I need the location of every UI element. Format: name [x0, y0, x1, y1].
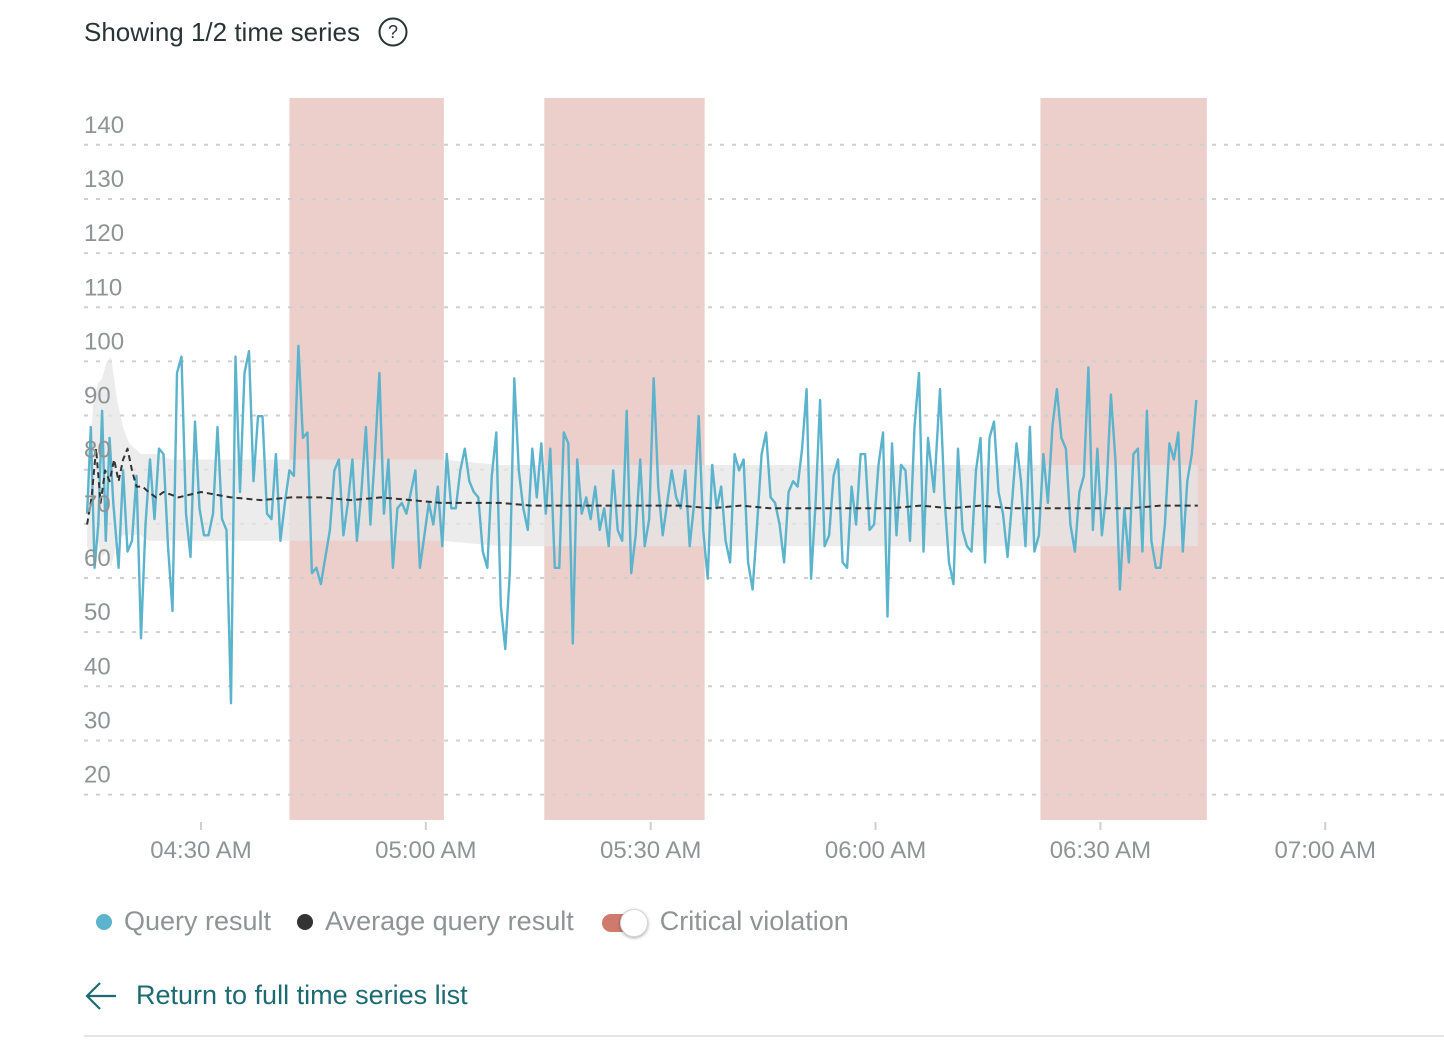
query-result-line — [85, 344, 1198, 705]
x-tick-label: 06:00 AM — [825, 837, 926, 864]
help-question-icon[interactable]: ? — [378, 17, 408, 47]
return-link-label: Return to full time series list — [136, 980, 468, 1010]
x-tick-label: 04:30 AM — [150, 837, 251, 864]
y-tick-label: 50 — [84, 599, 111, 626]
legend-average-query-result[interactable]: Average query result — [297, 906, 574, 937]
violation-regions — [289, 98, 1207, 820]
y-tick-label: 30 — [84, 707, 111, 734]
y-tick-label: 90 — [84, 383, 111, 410]
x-axis-ticks: 04:30 AM 05:00 AM 05:30 AM 06:00 AM 06:30 AM… — [150, 822, 1376, 864]
legend-critical-violation-label: Critical violation — [659, 906, 849, 936]
y-tick-label: 60 — [84, 545, 111, 572]
header: Showing 1/2 time series ? — [84, 12, 408, 52]
x-tick-label: 06:30 AM — [1050, 837, 1151, 864]
average-band — [87, 356, 1198, 568]
y-axis-ticks: 140 130 120 110 100 90 80 70 60 50 40 30 20 — [84, 112, 124, 789]
legend-query-result[interactable]: Query result — [96, 906, 271, 937]
y-tick-label: 100 — [84, 328, 124, 355]
y-tick-label: 140 — [84, 112, 124, 139]
y-tick-label: 120 — [84, 220, 124, 247]
x-tick-label: 07:00 AM — [1275, 837, 1376, 864]
time-series-chart[interactable]: 140 130 120 110 100 90 80 70 60 50 40 30 20 04:30 AM… — [0, 0, 1444, 880]
y-tick-label: 20 — [84, 762, 111, 789]
y-tick-label: 80 — [84, 437, 111, 464]
return-to-list-link[interactable]: Return to full time series list — [84, 980, 468, 1011]
arrow-left-icon — [85, 981, 116, 1010]
average-band-area — [87, 356, 1198, 568]
y-tick-label: 70 — [84, 491, 111, 518]
critical-violation-toggle[interactable] — [600, 908, 648, 937]
query-result-dot — [96, 913, 112, 930]
y-tick-label: 130 — [84, 166, 124, 193]
average-query-result-line — [86, 447, 1198, 525]
average-query-result-dot — [297, 913, 314, 930]
x-tick-label: 05:30 AM — [600, 837, 701, 864]
legend-average-label: Average query result — [325, 906, 574, 936]
x-tick-label: 05:00 AM — [375, 837, 476, 864]
time-series-count-title: Showing 1/2 time series — [84, 16, 361, 47]
svg-text:?: ? — [388, 22, 398, 42]
y-tick-label: 40 — [84, 653, 111, 680]
legend-query-result-label: Query result — [124, 906, 272, 936]
chart-legend: Query result Average query result Critic… — [96, 906, 875, 937]
series-lines — [85, 344, 1198, 705]
toggle-knob — [619, 908, 648, 937]
y-tick-label: 110 — [84, 274, 122, 301]
legend-critical-violation[interactable]: Critical violation — [600, 906, 849, 937]
footer-divider — [84, 1035, 1444, 1037]
